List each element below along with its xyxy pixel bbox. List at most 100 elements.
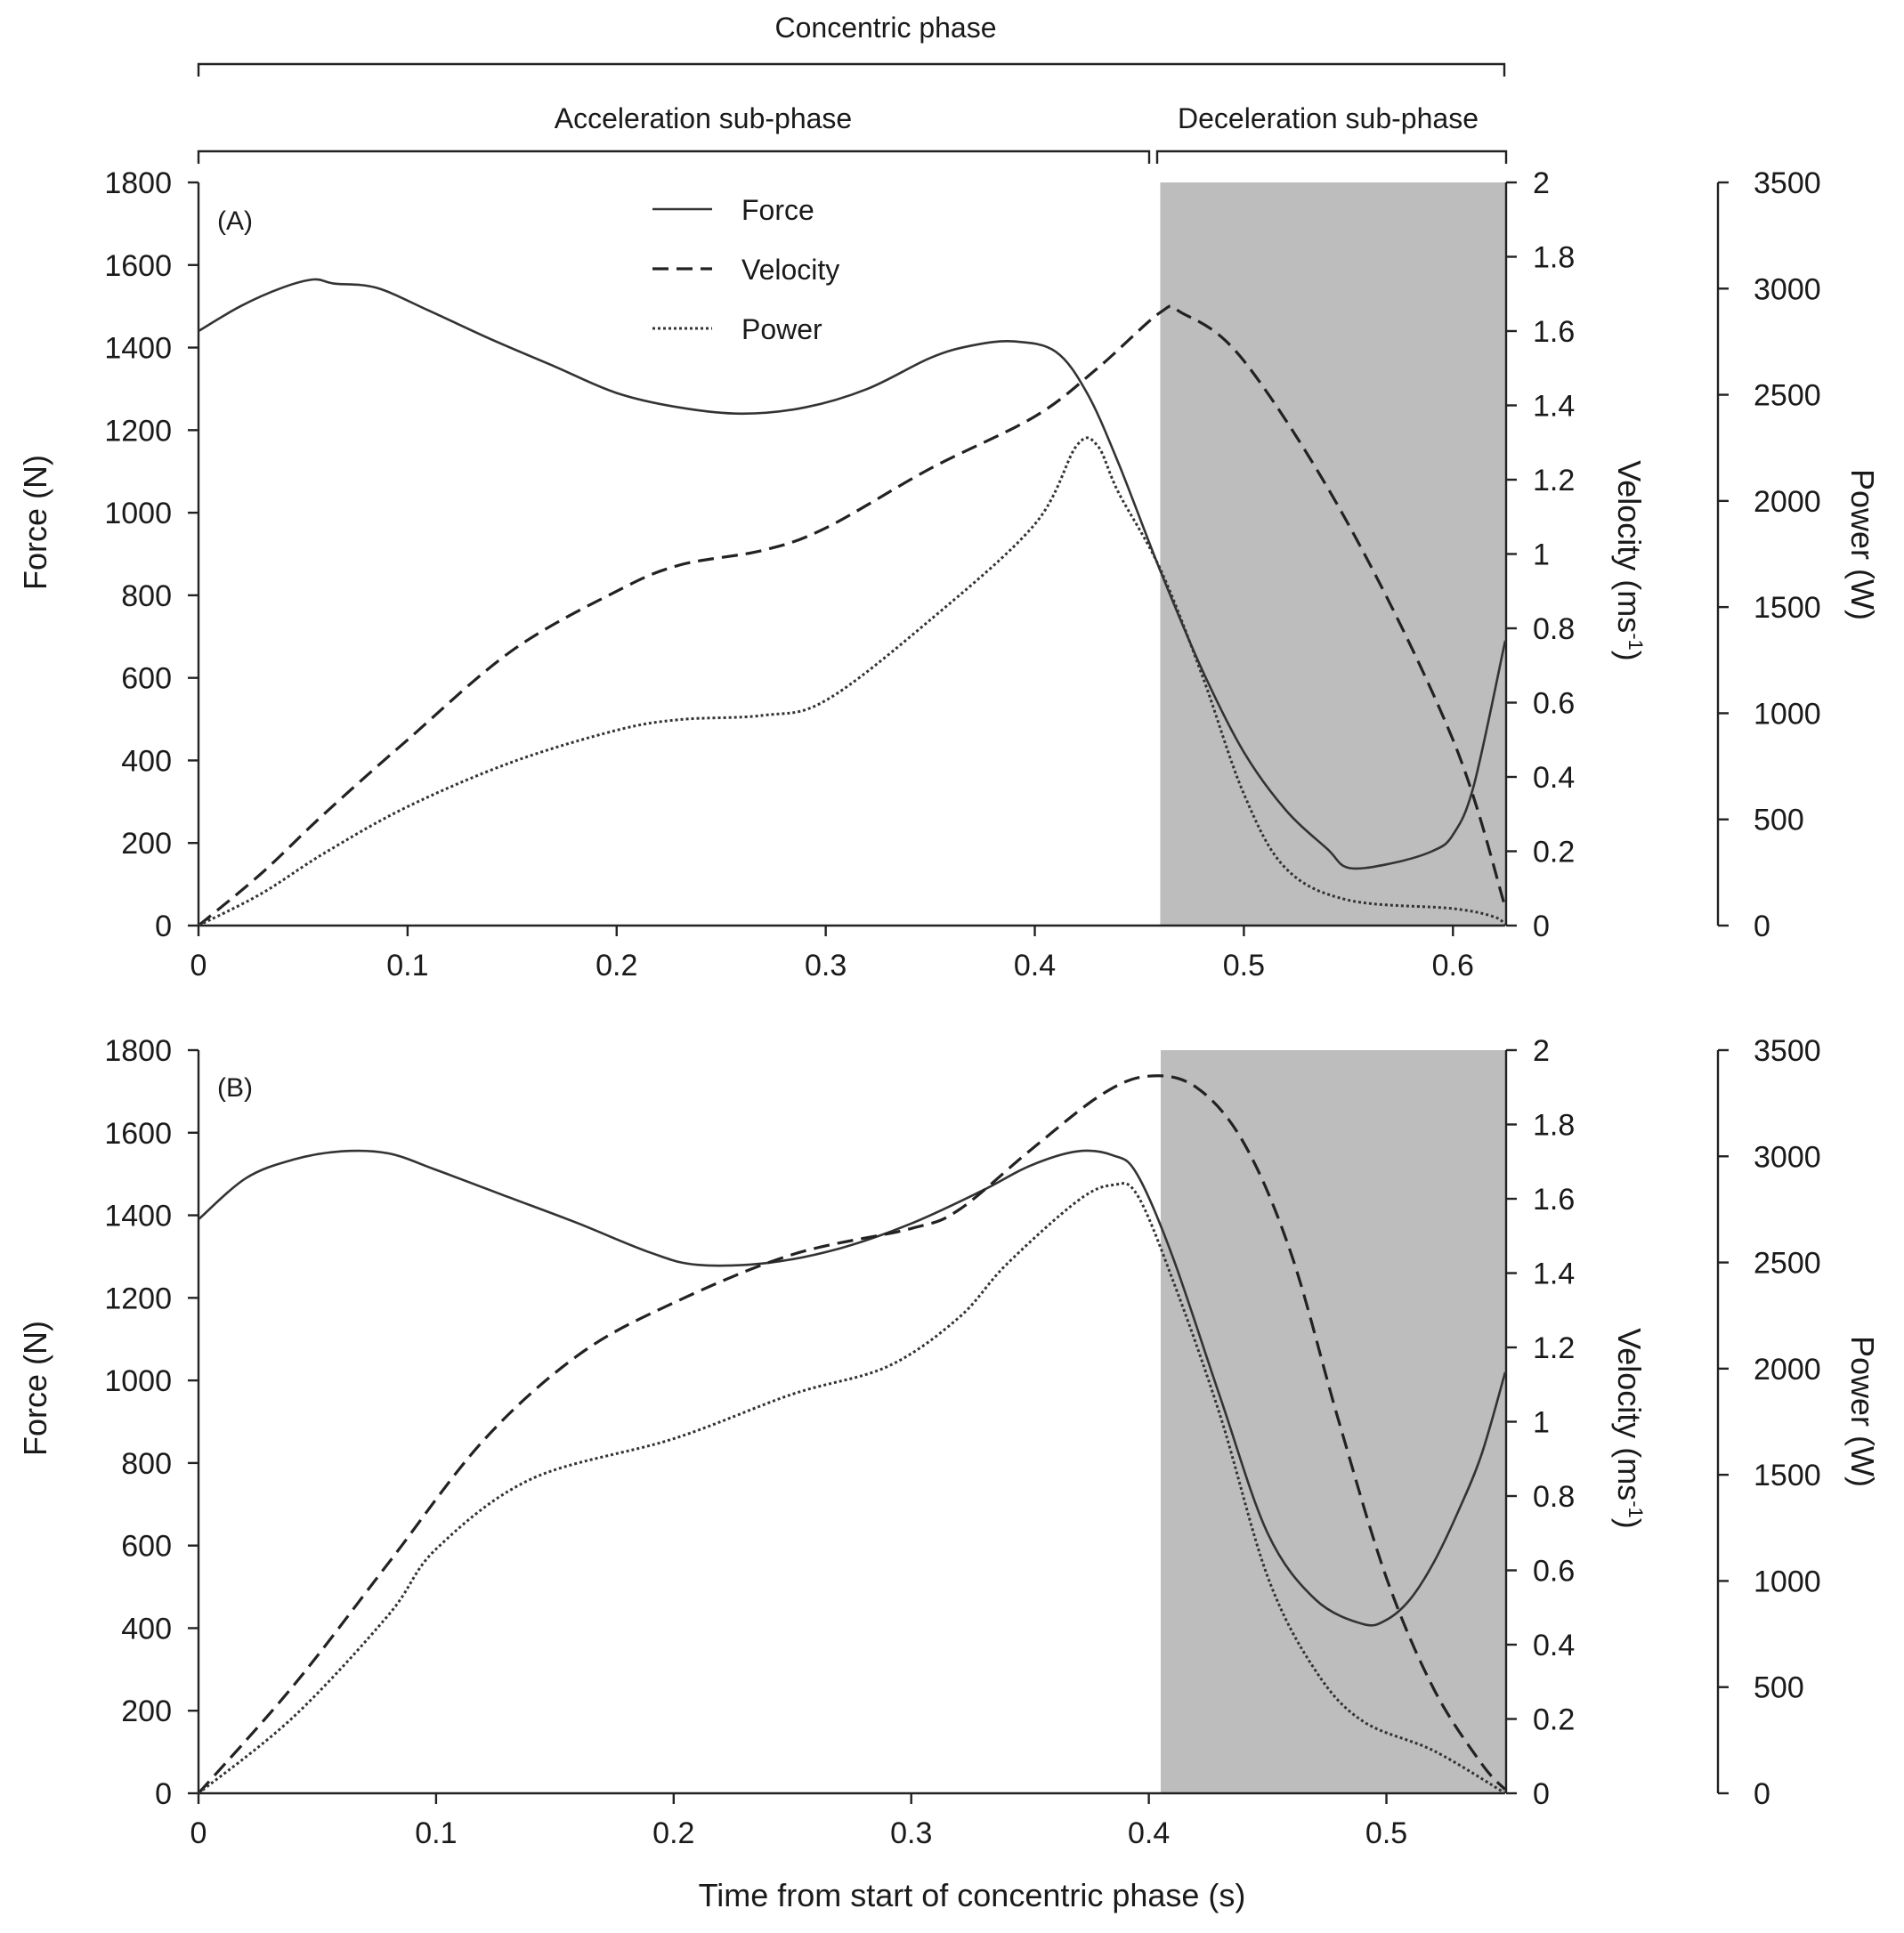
velocity-tick-label-b: 0 [1533,1777,1550,1811]
velocity-tick-label-a: 1 [1533,538,1550,572]
x-tick-label-b: 0.4 [1128,1816,1170,1850]
velocity-title-main-a: Velocity (ms [1611,460,1648,633]
velocity-tick-label-b: 0.4 [1533,1629,1575,1662]
x-tick-label-a: 0.3 [805,949,847,983]
power-line-a [198,436,1507,927]
force-line-a [198,278,1507,870]
force-tick-label-a: 1600 [104,249,172,283]
power-tick-label-b: 3000 [1754,1140,1821,1174]
x-tick-label-a: 0.6 [1432,949,1474,983]
x-tick-label-b: 0.5 [1365,1816,1407,1850]
velocity-title-main-b: Velocity (ms [1611,1328,1648,1500]
velocity-axis-title-a: Velocity (ms-1) [1611,460,1648,661]
velocity-title-end-a: ) [1611,651,1648,661]
power-tick-label-b: 500 [1754,1671,1804,1705]
force-tick-label-b: 0 [155,1777,172,1811]
velocity-tick-label-a: 1.2 [1533,464,1575,497]
power-tick-label-a: 1000 [1754,697,1821,731]
power-tick-label-b: 1500 [1754,1459,1821,1492]
force-tick-label-b: 1000 [104,1364,172,1398]
deceleration-shade-a [1160,182,1505,926]
force-tick-label-a: 400 [121,744,172,778]
velocity-tick-label-a: 1.6 [1533,315,1575,349]
velocity-title-sup-a: -1 [1624,633,1647,651]
panel-b: 02004006008001000120014001600180000.20.4… [17,1034,1881,1850]
velocity-title-sup-b: -1 [1624,1500,1647,1518]
velocity-tick-label-b: 0.2 [1533,1703,1575,1737]
power-tick-label-a: 2500 [1754,379,1821,413]
panel-a: 02004006008001000120014001600180000.20.4… [17,166,1881,983]
velocity-tick-label-a: 0.2 [1533,836,1575,869]
velocity-tick-label-b: 1.6 [1533,1183,1575,1217]
legend-force-label: Force [741,194,814,226]
deceleration-subphase-label: Deceleration sub-phase [1178,102,1479,134]
velocity-line-a [197,304,1507,927]
x-tick-label-a: 0.4 [1014,949,1056,983]
power-tick-label-a: 3500 [1754,166,1821,200]
power-line-b [198,1182,1506,1795]
velocity-tick-label-a: 2 [1533,166,1550,200]
power-tick-label-a: 0 [1754,910,1770,943]
velocity-tick-label-a: 1.4 [1533,390,1575,424]
panel-label-b: (B) [217,1073,253,1103]
x-tick-label-b: 0.2 [652,1816,694,1850]
force-tick-label-a: 600 [121,662,172,696]
legend: Force Velocity Power [652,194,839,345]
velocity-tick-label-b: 1 [1533,1406,1550,1440]
x-tick-label-a: 0.2 [596,949,637,983]
power-tick-label-a: 3000 [1754,272,1821,306]
velocity-tick-label-a: 0.6 [1533,687,1575,721]
power-tick-label-b: 1000 [1754,1565,1821,1598]
velocity-tick-label-b: 1.4 [1533,1258,1575,1291]
force-tick-label-a: 0 [155,910,172,943]
force-tick-label-a: 1400 [104,332,172,366]
power-tick-label-b: 0 [1754,1777,1770,1811]
concentric-phase-bracket [197,62,1506,77]
velocity-tick-label-b: 0.6 [1533,1555,1575,1589]
power-tick-label-b: 2500 [1754,1247,1821,1281]
force-tick-label-a: 1000 [104,497,172,530]
power-axis-title-b: Power (W) [1844,1336,1881,1487]
velocity-axis-title-b: Velocity (ms-1) [1611,1328,1648,1529]
concentric-phase-label: Concentric phase [774,12,996,44]
force-tick-label-b: 1400 [104,1200,172,1233]
force-axis-title-b: Force (N) [17,1321,53,1456]
force-tick-label-b: 800 [121,1447,172,1481]
force-tick-label-a: 1800 [104,166,172,200]
force-tick-label-a: 1200 [104,414,172,448]
x-tick-label-a: 0.5 [1223,949,1265,983]
phase-annotations: Concentric phase Acceleration sub-phase … [197,12,1508,164]
power-tick-label-a: 2000 [1754,485,1821,519]
force-axis-title-a: Force (N) [17,455,53,590]
acceleration-subphase-label: Acceleration sub-phase [555,102,852,134]
velocity-tick-label-a: 0.4 [1533,761,1575,795]
power-tick-label-b: 2000 [1754,1353,1821,1387]
x-tick-label-a: 0 [190,949,207,983]
force-tick-label-a: 800 [121,579,172,613]
force-tick-label-b: 1200 [104,1282,172,1315]
velocity-tick-label-a: 0.8 [1533,612,1575,646]
force-tick-label-b: 200 [121,1694,172,1728]
velocity-tick-label-b: 1.8 [1533,1109,1575,1143]
velocity-tick-label-b: 1.2 [1533,1331,1575,1365]
x-tick-label-b: 0 [190,1816,207,1850]
subphase-brackets [197,150,1508,164]
velocity-tick-label-b: 0.8 [1533,1480,1575,1514]
ticks-b: 02004006008001000120014001600180000.20.4… [104,1034,1820,1850]
power-tick-label-a: 1500 [1754,591,1821,625]
force-line-b [198,1149,1507,1627]
velocity-tick-label-a: 0 [1533,910,1550,943]
legend-velocity-label: Velocity [741,254,839,286]
x-tick-label-b: 0.1 [415,1816,457,1850]
x-tick-label-a: 0.1 [386,949,428,983]
power-tick-label-a: 500 [1754,804,1804,837]
velocity-tick-label-a: 1.8 [1533,241,1575,275]
ticks-a: 02004006008001000120014001600180000.20.4… [104,166,1820,983]
panel-label-a: (A) [217,206,253,236]
x-tick-label-b: 0.3 [890,1816,932,1850]
legend-power-label: Power [741,313,822,345]
force-tick-label-b: 600 [121,1530,172,1564]
force-tick-label-b: 1600 [104,1117,172,1151]
deceleration-shade-b [1160,1050,1505,1793]
